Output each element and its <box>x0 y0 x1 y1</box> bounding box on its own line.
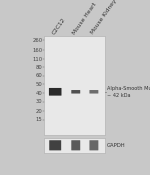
Text: 80: 80 <box>36 65 43 69</box>
Text: 50: 50 <box>36 82 43 87</box>
Text: 110: 110 <box>32 57 43 62</box>
Text: 20: 20 <box>36 109 43 114</box>
FancyBboxPatch shape <box>89 140 98 150</box>
Text: Alpha-Smooth Muscle Actin
~ 42 kDa: Alpha-Smooth Muscle Actin ~ 42 kDa <box>107 86 150 98</box>
FancyBboxPatch shape <box>49 140 61 150</box>
FancyBboxPatch shape <box>71 90 80 93</box>
Text: C2C12: C2C12 <box>51 16 66 35</box>
Text: 30: 30 <box>36 99 43 104</box>
Text: GAPDH: GAPDH <box>106 143 125 148</box>
Text: 260: 260 <box>32 38 43 43</box>
FancyBboxPatch shape <box>49 88 61 96</box>
Bar <box>44 138 105 153</box>
Bar <box>44 36 105 135</box>
Text: 60: 60 <box>36 74 43 78</box>
Text: Mouse Heart: Mouse Heart <box>72 1 97 35</box>
FancyBboxPatch shape <box>71 140 80 150</box>
FancyBboxPatch shape <box>89 90 98 93</box>
Text: 15: 15 <box>36 117 43 122</box>
Text: 40: 40 <box>36 91 43 96</box>
Text: Mouse Kidney: Mouse Kidney <box>90 0 118 35</box>
Text: 160: 160 <box>32 48 43 53</box>
